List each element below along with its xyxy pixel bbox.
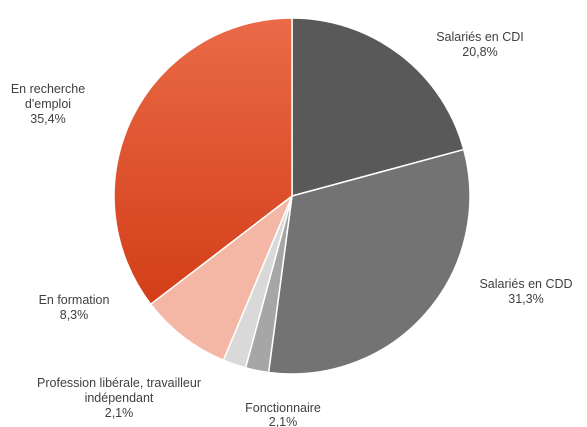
slice-label-cdd-name: Salariés en CDD <box>479 277 572 291</box>
slice-label-cdd: Salariés en CDD 31,3% <box>479 277 572 306</box>
slice-label-cdi-name: Salariés en CDI <box>436 30 524 44</box>
slice-label-cdd-value: 31,3% <box>508 292 543 306</box>
pie-slice-cdd <box>267 148 471 375</box>
slice-label-profession-liberale-name-line2: indépendant <box>85 391 154 405</box>
pie-slices <box>113 17 471 375</box>
slice-label-profession-liberale-name-line1: Profession libérale, travailleur <box>37 376 201 390</box>
pie-slice-formation <box>149 195 293 361</box>
pie-slice-recherche <box>113 17 293 305</box>
slice-label-recherche: En recherche d'emploi 35,4% <box>11 82 85 126</box>
slice-label-profession-liberale: Profession libérale, travailleur indépen… <box>37 376 201 420</box>
slice-label-cdi: Salariés en CDI 20,8% <box>436 30 524 59</box>
slice-label-recherche-value: 35,4% <box>30 112 65 126</box>
slice-label-formation: En formation 8,3% <box>39 293 110 322</box>
slice-label-formation-value: 8,3% <box>60 308 89 322</box>
slice-label-recherche-name-line2: d'emploi <box>25 97 71 111</box>
slice-label-fonctionnaire-name: Fonctionnaire <box>245 401 321 415</box>
slice-label-profession-liberale-value: 2,1% <box>105 406 134 420</box>
slice-label-fonctionnaire: Fonctionnaire 2,1% <box>245 401 321 427</box>
slice-label-recherche-name-line1: En recherche <box>11 82 85 96</box>
slice-label-fonctionnaire-value: 2,1% <box>269 415 298 427</box>
slice-label-cdi-value: 20,8% <box>462 45 497 59</box>
pie-slice-cdi <box>291 17 465 197</box>
slice-label-formation-name: En formation <box>39 293 110 307</box>
